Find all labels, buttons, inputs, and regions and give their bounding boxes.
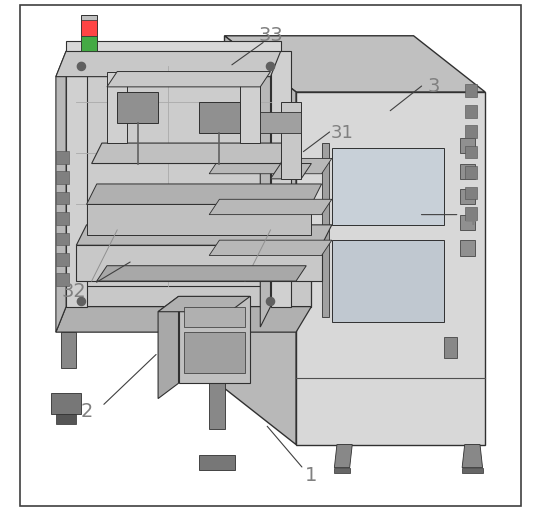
Bar: [56, 233, 69, 245]
Polygon shape: [107, 72, 128, 143]
Polygon shape: [209, 240, 332, 256]
Polygon shape: [56, 51, 281, 77]
Bar: [56, 253, 69, 266]
Polygon shape: [462, 468, 483, 473]
Polygon shape: [51, 393, 82, 414]
Bar: [465, 207, 478, 220]
Bar: [465, 84, 478, 97]
Polygon shape: [107, 72, 270, 87]
Bar: [56, 212, 69, 225]
Circle shape: [266, 62, 275, 71]
Polygon shape: [260, 51, 270, 327]
Polygon shape: [158, 296, 179, 399]
Polygon shape: [209, 199, 332, 215]
Bar: [332, 240, 444, 322]
Polygon shape: [76, 225, 332, 245]
Polygon shape: [76, 245, 321, 281]
Polygon shape: [56, 414, 76, 424]
Bar: [465, 166, 478, 179]
Polygon shape: [66, 51, 87, 307]
Bar: [321, 143, 329, 317]
Polygon shape: [82, 15, 97, 51]
Bar: [183, 332, 245, 373]
Bar: [56, 273, 69, 286]
Text: 2: 2: [81, 402, 93, 421]
Bar: [459, 215, 475, 230]
Bar: [56, 171, 69, 184]
Polygon shape: [66, 230, 312, 307]
Text: 32: 32: [61, 282, 86, 301]
Bar: [459, 189, 475, 204]
Bar: [465, 105, 478, 118]
Bar: [465, 146, 478, 158]
Text: 4: 4: [464, 210, 476, 229]
Polygon shape: [209, 158, 332, 174]
Polygon shape: [209, 383, 225, 429]
Bar: [459, 240, 475, 256]
Polygon shape: [281, 102, 301, 179]
Circle shape: [77, 62, 85, 71]
Polygon shape: [87, 204, 312, 235]
Polygon shape: [225, 36, 296, 445]
Polygon shape: [87, 184, 321, 204]
Polygon shape: [56, 51, 66, 332]
Polygon shape: [462, 445, 483, 468]
Text: 1: 1: [305, 466, 318, 485]
Circle shape: [266, 297, 275, 306]
Polygon shape: [225, 36, 485, 92]
Polygon shape: [158, 296, 250, 312]
Polygon shape: [240, 72, 260, 143]
Bar: [459, 138, 475, 153]
Bar: [183, 307, 245, 327]
Text: 33: 33: [258, 26, 283, 45]
Polygon shape: [270, 51, 291, 307]
Bar: [465, 125, 478, 138]
Circle shape: [77, 297, 85, 306]
Polygon shape: [56, 307, 312, 332]
Bar: [444, 337, 457, 358]
Polygon shape: [76, 66, 270, 286]
Polygon shape: [334, 468, 349, 473]
Polygon shape: [82, 20, 97, 36]
Polygon shape: [199, 102, 240, 133]
Text: 31: 31: [331, 124, 353, 142]
Polygon shape: [270, 164, 312, 179]
Polygon shape: [61, 332, 76, 368]
Polygon shape: [179, 296, 250, 383]
Bar: [465, 187, 478, 199]
Polygon shape: [199, 455, 235, 470]
Polygon shape: [82, 36, 97, 51]
Polygon shape: [91, 143, 291, 164]
Polygon shape: [117, 92, 158, 123]
Polygon shape: [334, 445, 352, 468]
Polygon shape: [66, 41, 281, 51]
Bar: [332, 148, 444, 225]
Polygon shape: [260, 112, 301, 133]
Polygon shape: [97, 266, 306, 281]
Bar: [56, 151, 69, 164]
Bar: [459, 164, 475, 179]
Text: 3: 3: [428, 77, 440, 97]
Bar: [56, 192, 69, 204]
Polygon shape: [296, 92, 485, 445]
